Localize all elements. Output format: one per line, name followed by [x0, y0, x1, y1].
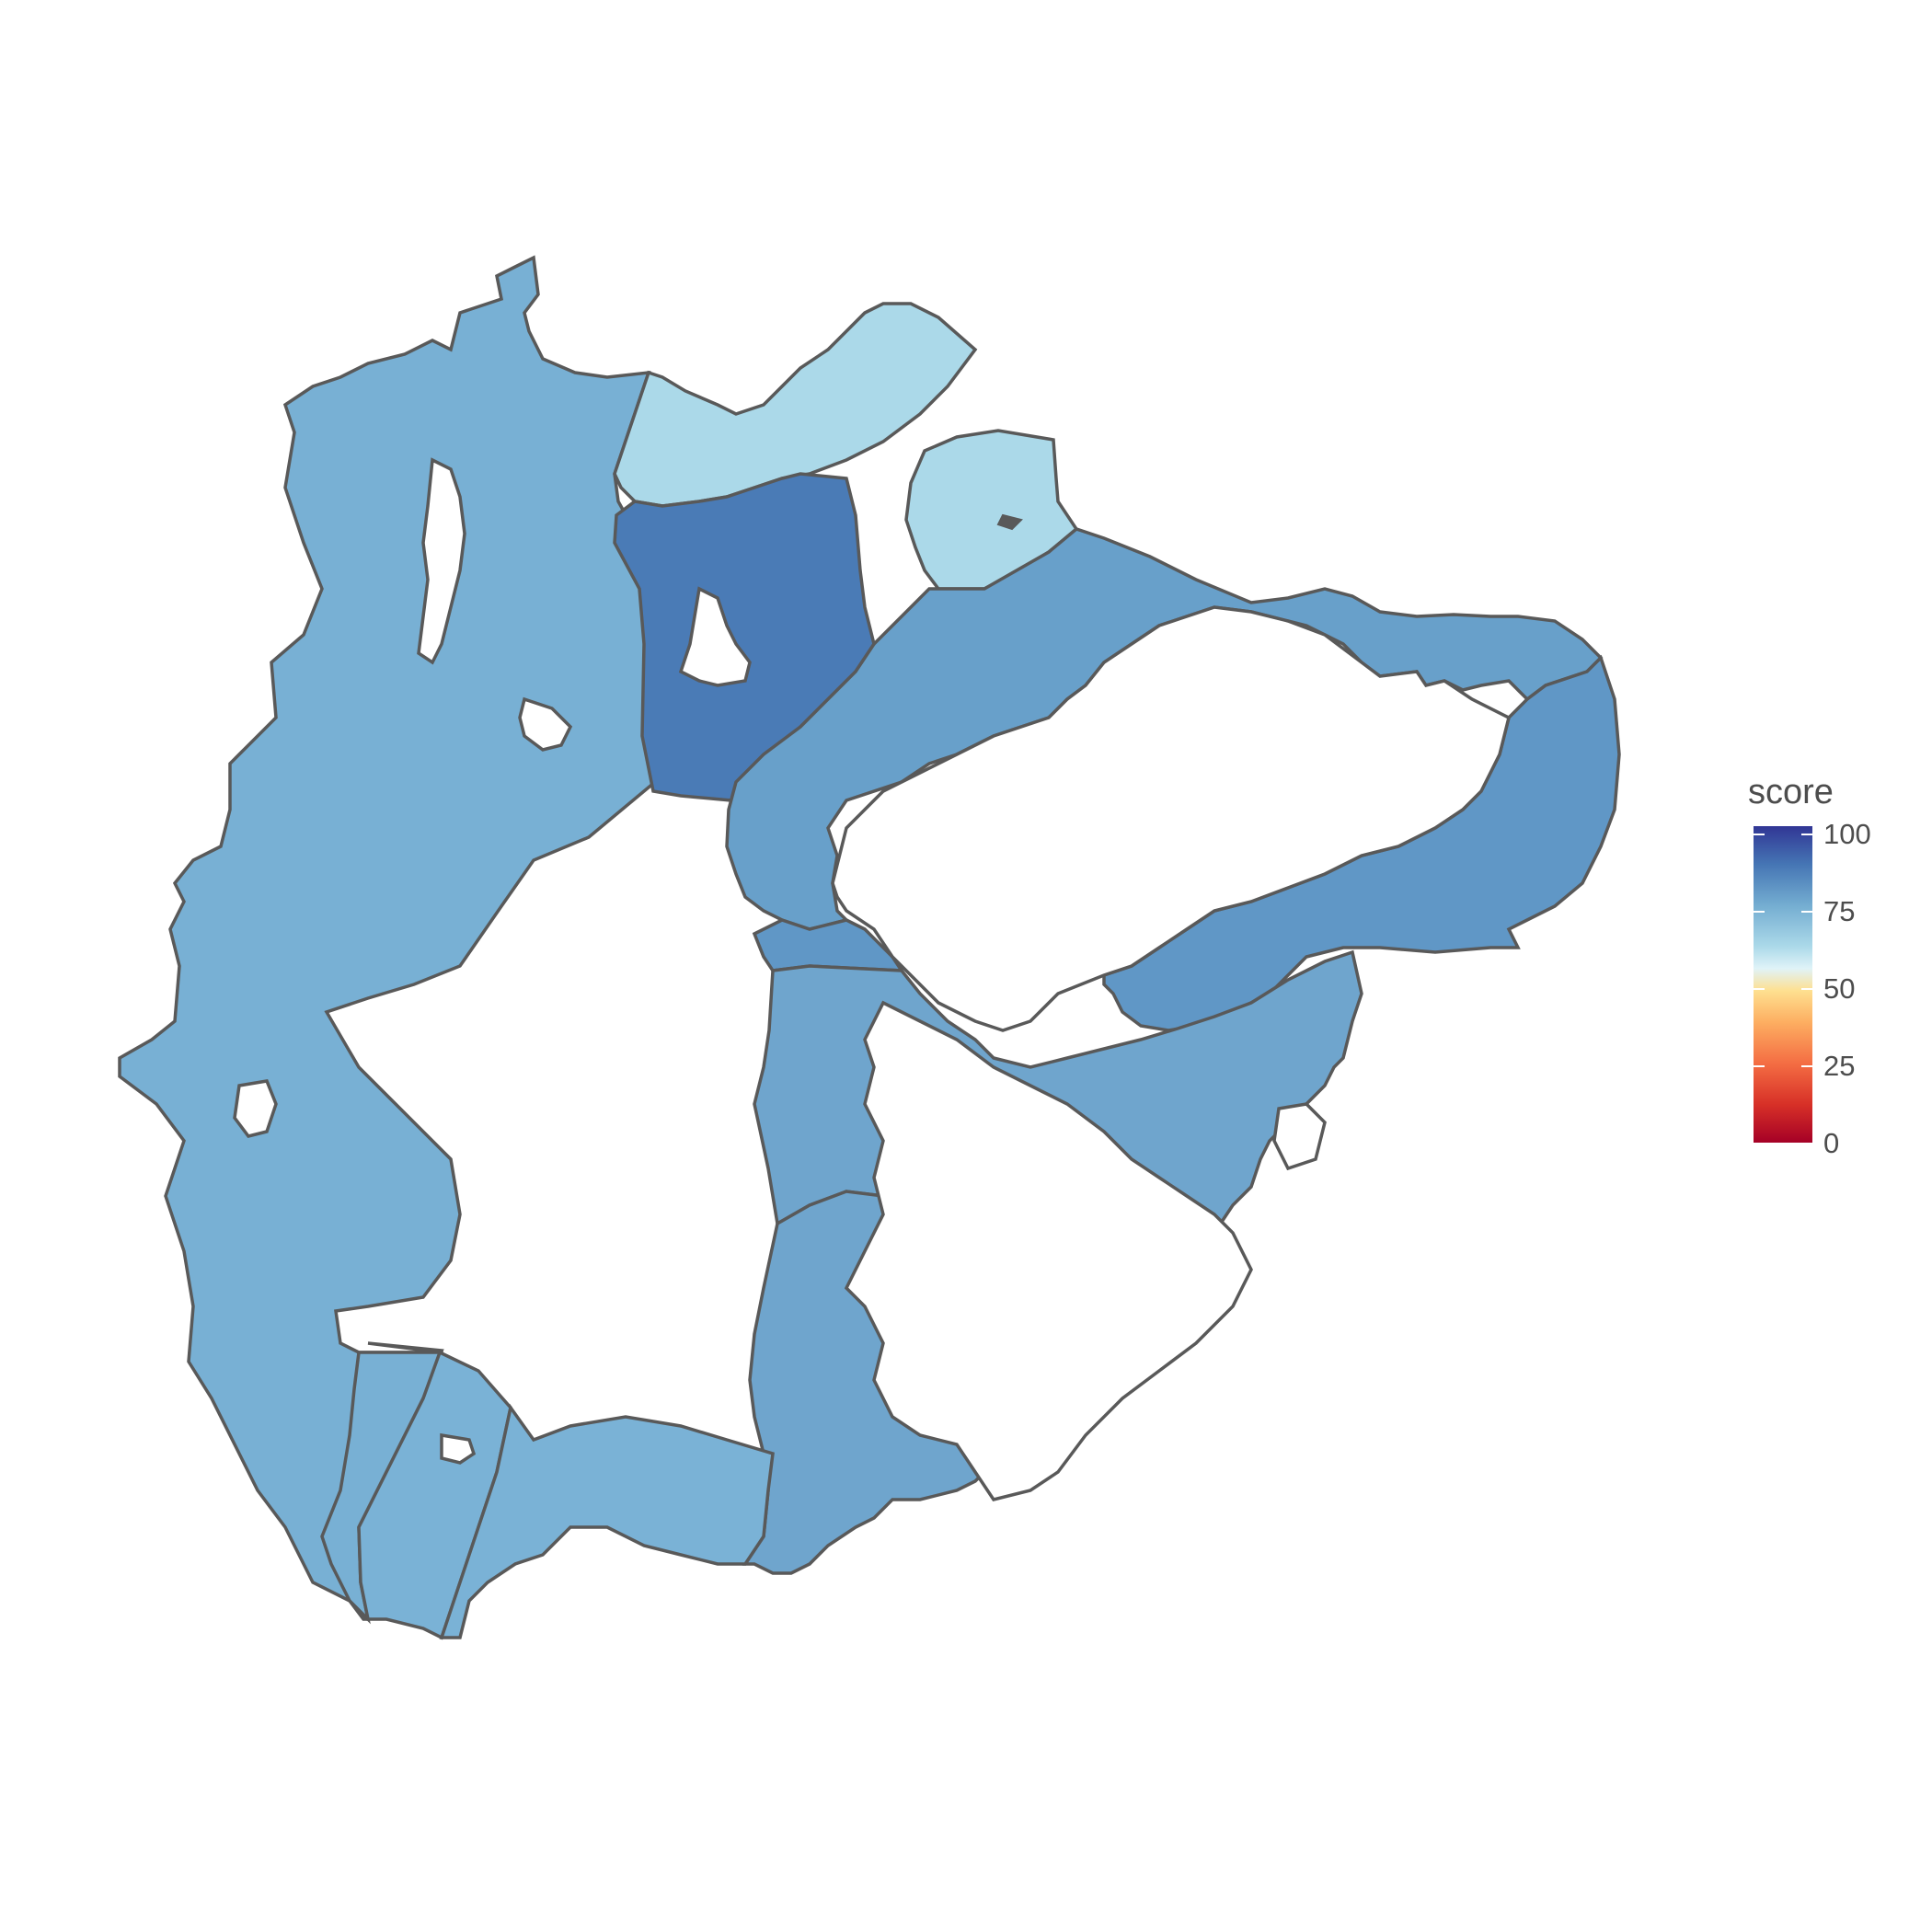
island	[417, 457, 466, 665]
canadian-archipelago	[844, 1000, 1253, 1501]
land-masses	[233, 457, 1512, 1501]
legend-tick-label: 75	[1823, 895, 1856, 927]
greenland-landmass	[831, 605, 1512, 1032]
legend-tick-label: 100	[1823, 818, 1871, 850]
legend-tick-label: 25	[1823, 1050, 1856, 1082]
legend-tick-label: 50	[1823, 972, 1856, 1005]
island	[233, 1079, 278, 1138]
island	[440, 1432, 477, 1465]
island	[996, 513, 1023, 531]
legend-title: score	[1748, 773, 1834, 811]
map-region[interactable]	[118, 255, 657, 1621]
legend-tick-label: 0	[1823, 1127, 1840, 1159]
color-legend: score 100 75 50 25 0	[1748, 773, 1895, 1159]
island	[1272, 1102, 1327, 1171]
map-regions	[118, 255, 1621, 1640]
legend-color-bar	[1754, 826, 1812, 1143]
island	[678, 586, 752, 687]
island	[518, 696, 573, 752]
map-region[interactable]	[439, 1403, 775, 1639]
